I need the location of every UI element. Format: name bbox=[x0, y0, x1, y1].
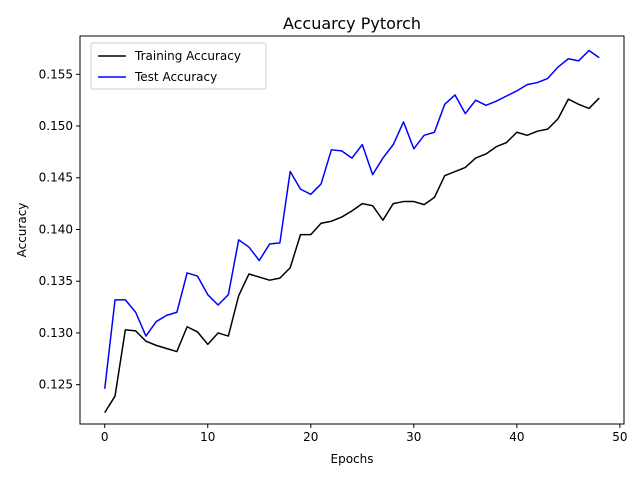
legend-label: Training Accuracy bbox=[134, 49, 241, 63]
chart-title: Accuarcy Pytorch bbox=[283, 14, 421, 33]
axis-ticks: 0 10 20 30 40 50 0.125 0.130 0.135 0.140 0.145 0.15… bbox=[39, 67, 628, 444]
y-tick-label: 0.135 bbox=[39, 274, 73, 288]
legend-label: Test Accuracy bbox=[134, 70, 217, 84]
x-tick-label: 50 bbox=[612, 430, 627, 444]
x-tick-label: 0 bbox=[101, 430, 109, 444]
y-tick-label: 0.140 bbox=[39, 222, 73, 236]
x-axis-label: Epochs bbox=[331, 452, 374, 466]
plot-area bbox=[103, 49, 600, 414]
series-line-test-accuracy bbox=[103, 49, 600, 389]
y-tick-label: 0.130 bbox=[39, 326, 73, 340]
x-tick-label: 20 bbox=[303, 430, 318, 444]
y-tick-label: 0.145 bbox=[39, 171, 73, 185]
series-line-training-accuracy bbox=[104, 97, 600, 414]
x-tick-label: 30 bbox=[406, 430, 421, 444]
y-tick-label: 0.150 bbox=[39, 119, 73, 133]
y-axis-label: Accuracy bbox=[15, 203, 29, 258]
plot-frame bbox=[79, 35, 625, 425]
legend-box bbox=[90, 42, 267, 90]
y-tick-label: 0.155 bbox=[39, 67, 73, 81]
x-tick-label: 40 bbox=[509, 430, 524, 444]
y-tick-label: 0.125 bbox=[39, 378, 73, 392]
chart-legend: Training Accuracy Test Accuracy bbox=[90, 42, 267, 90]
x-tick-label: 10 bbox=[200, 430, 215, 444]
